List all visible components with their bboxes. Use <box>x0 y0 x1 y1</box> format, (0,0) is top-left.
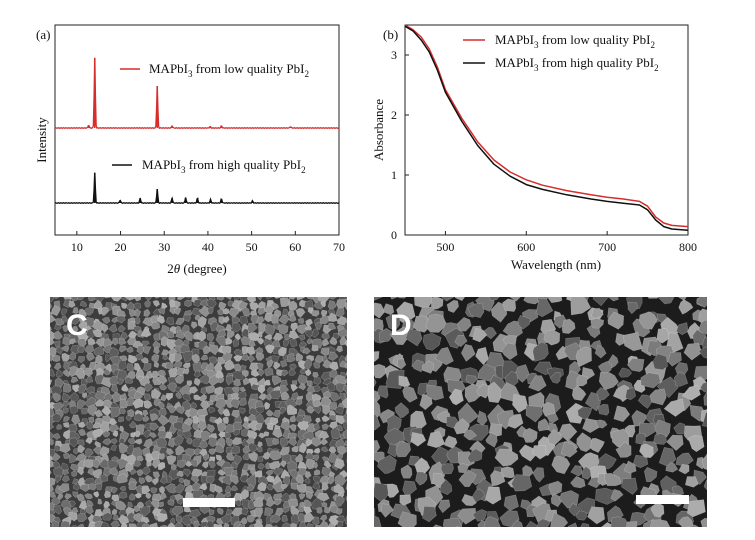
panel-a-frame <box>54 24 340 236</box>
sem-c-texture <box>50 297 347 527</box>
y-tick-label: 2 <box>391 108 397 122</box>
absorbance-line-low <box>404 24 689 228</box>
legend-text-high: MAPbI3 from high quality PbI2 <box>142 157 306 175</box>
x-tick-label: 800 <box>679 240 697 254</box>
panel-b-x-label: Wavelength (nm) <box>511 257 601 272</box>
panel-b-legend-low: MAPbI3 from low quality PbI2 <box>463 32 655 50</box>
panel-b-absorbance: (b) 500 600 700 800 0 1 2 3 Absorbance Waveleng… <box>371 24 697 272</box>
panel-a-series <box>54 57 340 205</box>
legend-text-low: MAPbI3 from low quality PbI2 <box>149 61 309 79</box>
sem-image-d: D <box>374 297 707 527</box>
charts-svg: (a) 10 20 30 40 50 60 70 Intensity 2θ (degree)… <box>34 24 697 276</box>
x-tick-label: 40 <box>202 240 214 254</box>
panel-b-label: (b) <box>383 27 398 42</box>
sem-image-c: C <box>50 297 347 527</box>
panel-a-xrd: (a) 10 20 30 40 50 60 70 Intensity 2θ (degree)… <box>34 24 345 276</box>
x-tick-label: 60 <box>289 240 301 254</box>
y-tick-label: 0 <box>391 228 397 242</box>
sem-c-scale-bar <box>183 498 235 507</box>
panel-b-series <box>404 24 689 231</box>
legend-text-low: MAPbI3 from low quality PbI2 <box>495 32 655 50</box>
sem-d-label: D <box>390 309 412 342</box>
x-tick-label: 10 <box>71 240 83 254</box>
x-tick-label: 600 <box>517 240 535 254</box>
panel-b-ticks: 500 600 700 800 0 1 2 3 <box>391 48 697 254</box>
sem-d-texture <box>374 297 707 527</box>
x-tick-label: 20 <box>115 240 127 254</box>
x-tick-label: 50 <box>246 240 258 254</box>
x-tick-label: 30 <box>158 240 170 254</box>
panel-a-x-label: 2θ (degree) <box>167 261 226 276</box>
sem-d-scale-bar <box>636 495 689 504</box>
panel-b-y-label: Absorbance <box>371 99 386 161</box>
x-tick-label: 70 <box>333 240 345 254</box>
sem-c-label: C <box>66 309 88 342</box>
panel-a-legend-low: MAPbI3 from low quality PbI2 <box>120 61 309 79</box>
panel-a-y-label: Intensity <box>34 117 49 163</box>
panel-b-legend-high: MAPbI3 from high quality PbI2 <box>463 55 659 73</box>
xrd-line-low <box>54 57 340 130</box>
x-tick-label: 700 <box>598 240 616 254</box>
panel-a-x-ticks: 10 20 30 40 50 60 70 <box>71 231 345 254</box>
absorbance-line-high <box>404 25 689 231</box>
panel-a-legend-high: MAPbI3 from high quality PbI2 <box>112 157 306 175</box>
y-tick-label: 1 <box>391 168 397 182</box>
legend-text-high: MAPbI3 from high quality PbI2 <box>495 55 659 73</box>
panel-a-label: (a) <box>36 27 50 42</box>
y-tick-label: 3 <box>391 48 397 62</box>
x-tick-label: 500 <box>436 240 454 254</box>
panel-b-frame <box>404 24 689 236</box>
